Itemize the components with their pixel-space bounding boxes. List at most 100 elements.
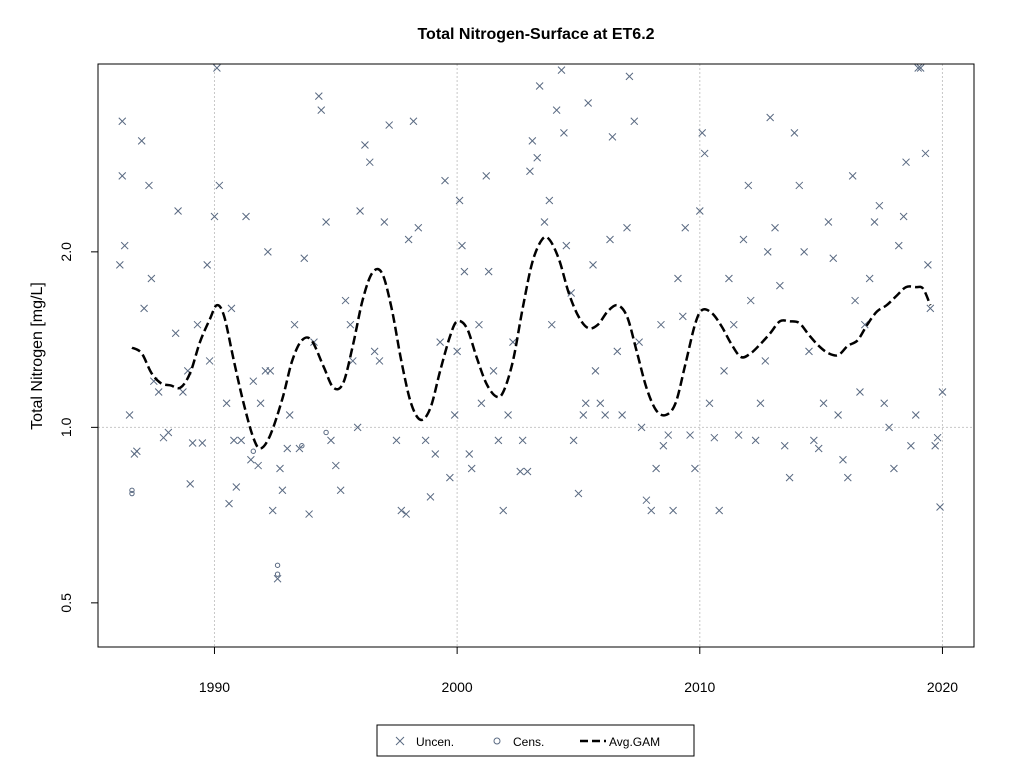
data-point-stroke: [698, 128, 707, 137]
data-point-stroke: [780, 441, 789, 450]
data-point-uncen: [213, 64, 221, 72]
data-point-uncen: [584, 99, 593, 107]
data-point-stroke: [890, 464, 898, 473]
data-point-stroke: [227, 304, 236, 313]
data-point-stroke: [581, 399, 590, 408]
data-point-stroke: [446, 473, 454, 482]
data-point-uncen: [535, 82, 544, 90]
data-point-uncen: [729, 320, 738, 329]
data-point-uncen: [710, 433, 719, 442]
data-point-uncen: [193, 320, 202, 329]
data-point-uncen: [608, 132, 617, 141]
data-point-stroke: [331, 461, 340, 470]
data-point-uncen: [414, 223, 423, 232]
data-point-uncen: [746, 296, 755, 305]
data-point-uncen: [504, 411, 512, 419]
data-point-stroke: [591, 367, 600, 375]
data-point-stroke: [800, 248, 808, 256]
data-point-stroke: [907, 441, 915, 450]
data-point-stroke: [385, 121, 394, 129]
data-point-uncen: [356, 207, 364, 215]
data-point-uncen: [569, 436, 578, 445]
data-point-uncen: [115, 260, 124, 269]
data-point-uncen: [698, 128, 707, 137]
data-point-stroke: [210, 212, 219, 221]
data-point-uncen: [361, 141, 369, 149]
data-point-stroke: [613, 347, 622, 356]
data-point-cens: [274, 571, 281, 577]
data-point-uncen: [744, 181, 753, 190]
data-point-stroke: [669, 506, 677, 515]
plot-frame: [97, 63, 975, 648]
data-point-uncen: [174, 207, 182, 215]
data-point-stroke: [606, 235, 614, 244]
data-point-uncen: [618, 411, 626, 419]
data-point-uncen: [402, 510, 411, 518]
data-point-uncen: [647, 506, 656, 515]
data-point-uncen: [385, 121, 394, 129]
data-point-cens: [129, 487, 135, 493]
data-point-uncen: [247, 455, 255, 464]
data-point-uncen: [829, 254, 838, 263]
data-point-uncen: [552, 106, 561, 115]
data-point-uncen: [118, 172, 127, 180]
data-point-stroke: [809, 436, 818, 445]
data-point-stroke: [875, 201, 884, 210]
data-point-uncen: [870, 218, 879, 226]
data-point-stroke: [285, 411, 294, 419]
points-layer: [115, 64, 947, 583]
data-point-uncen: [860, 320, 869, 329]
data-point-stroke: [766, 113, 775, 122]
data-point-stroke: [523, 467, 532, 476]
data-point-stroke: [278, 486, 287, 495]
data-point-stroke: [545, 196, 554, 205]
data-point-uncen: [227, 304, 236, 313]
data-point-uncen: [322, 218, 330, 226]
data-point-uncen: [574, 489, 583, 498]
data-point-uncen: [843, 473, 852, 482]
data-point-uncen: [851, 296, 859, 305]
gam-line: [131, 235, 932, 450]
data-point-uncen: [916, 64, 925, 72]
data-point-stroke: [647, 506, 656, 515]
data-point-stroke: [848, 172, 857, 180]
data-point-stroke: [375, 357, 384, 365]
data-point-uncen: [681, 223, 690, 232]
data-point-uncen: [894, 241, 903, 250]
data-point-stroke: [674, 274, 682, 283]
data-point-stroke: [865, 274, 874, 283]
data-point-uncen: [848, 172, 857, 180]
data-point-stroke: [776, 281, 784, 290]
data-point-uncen: [642, 496, 651, 505]
censored-points-layer: [129, 429, 329, 577]
data-point-stroke: [516, 467, 525, 476]
data-point-stroke: [579, 411, 588, 419]
data-point-stroke: [460, 267, 469, 276]
data-point-stroke: [179, 388, 187, 396]
data-point-uncen: [936, 503, 944, 511]
data-point-stroke: [397, 506, 406, 515]
data-point-uncen: [652, 464, 660, 473]
y-axis-title: Total Nitrogen [mg/L]: [29, 282, 46, 430]
data-point-stroke: [894, 241, 903, 250]
data-point-uncen: [924, 260, 932, 269]
data-point-stroke: [256, 399, 265, 408]
data-point-uncen: [205, 357, 214, 365]
data-point-stroke: [477, 399, 486, 408]
data-point-uncen: [154, 388, 163, 396]
data-point-stroke: [596, 399, 605, 408]
data-point-stroke: [140, 304, 148, 313]
data-point-stroke: [700, 149, 709, 158]
data-point-uncen: [188, 439, 197, 447]
data-point-uncen: [659, 441, 668, 450]
data-point-stroke: [642, 496, 651, 505]
data-point-stroke: [705, 399, 714, 408]
data-point-stroke: [467, 464, 476, 473]
data-point-uncen: [477, 399, 486, 408]
data-point-uncen: [885, 423, 893, 432]
data-point-stroke: [276, 464, 284, 473]
data-point-stroke: [154, 388, 163, 396]
data-point-uncen: [839, 455, 847, 464]
data-point-stroke: [637, 423, 646, 432]
x-tick-label: 2020: [927, 679, 958, 695]
